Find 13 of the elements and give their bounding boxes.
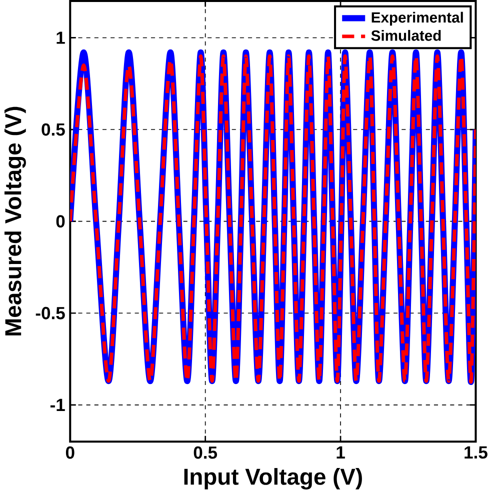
x-tick-label: 0.5 (194, 446, 217, 459)
y-tick-label: -1 (50, 398, 65, 411)
x-tick-label: 0 (66, 446, 74, 459)
x-tick-label: 1.5 (464, 446, 488, 459)
y-tick-label: 0.5 (42, 123, 65, 136)
legend-label: Experimental (372, 12, 463, 26)
x-tick-label: 1 (336, 446, 345, 458)
y-axis-title: Measured Voltage (V) (4, 106, 26, 336)
x-axis-title: Input Voltage (V) (184, 468, 362, 490)
y-tick-label: -0.5 (36, 306, 65, 320)
legend-label: Simulated (371, 30, 440, 41)
y-tick-label: 1 (56, 32, 65, 44)
y-tick-label: 0 (56, 215, 64, 228)
